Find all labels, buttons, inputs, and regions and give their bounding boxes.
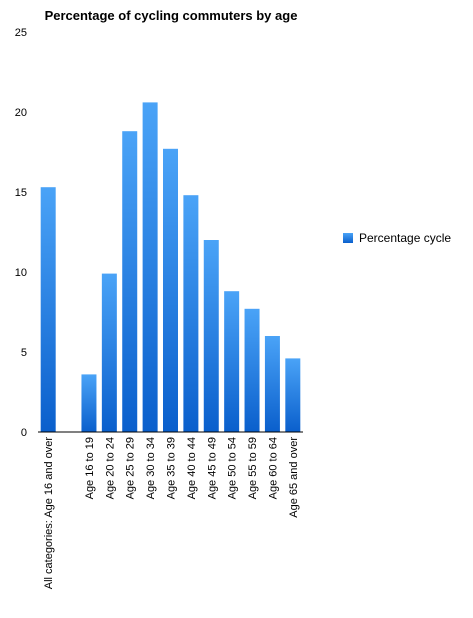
y-tick-label-0: 0 — [21, 427, 27, 439]
bar-age-35-to-39 — [163, 148, 178, 433]
y-tick-label-25: 25 — [15, 27, 27, 39]
chart-title: Percentage of cycling commuters by age — [45, 8, 298, 23]
x-tick-label-age-45-to-49: Age 45 to 49 — [206, 437, 218, 499]
bar-all-categories-age-16-and-over — [40, 187, 56, 432]
legend-swatch — [343, 233, 353, 243]
bar-age-50-to-54 — [224, 291, 240, 432]
x-tick-label-age-20-to-24: Age 20 to 24 — [104, 437, 116, 499]
bar-age-60-to-64 — [264, 336, 280, 432]
x-tick-label-age-30-to-34: Age 30 to 34 — [145, 437, 157, 499]
x-tick-label-age-16-to-19: Age 16 to 19 — [84, 437, 96, 499]
bar-age-20-to-24 — [101, 273, 117, 432]
y-tick-label-5: 5 — [21, 347, 27, 359]
bar-age-45-to-49 — [203, 240, 219, 432]
y-axis-ticks: 0 5 10 15 20 25 — [15, 27, 27, 439]
bar-age-16-to-19 — [81, 374, 97, 432]
y-tick-label-10: 10 — [15, 267, 27, 279]
bar-age-25-to-29 — [122, 131, 138, 432]
bar-age-55-to-59 — [244, 308, 260, 432]
y-tick-label-15: 15 — [15, 187, 27, 199]
x-tick-label-age-60-to-64: Age 60 to 64 — [267, 437, 279, 499]
y-tick-label-20: 20 — [15, 107, 27, 119]
bar-age-65-and-over — [285, 358, 301, 432]
legend-label-percentage-cycle: Percentage cycle — [359, 231, 451, 245]
x-tick-label-age-65-and-over: Age 65 and over — [288, 437, 300, 518]
x-tick-label-age-50-to-54: Age 50 to 54 — [227, 437, 239, 499]
legend: Percentage cycle — [343, 231, 451, 245]
x-tick-label-age-35-to-39: Age 35 to 39 — [166, 437, 178, 499]
bars — [40, 102, 301, 433]
x-tick-label-age-25-to-29: Age 25 to 29 — [125, 437, 137, 499]
x-tick-label-age-55-to-59: Age 55 to 59 — [247, 437, 259, 499]
x-axis-tick-labels: All categories: Age 16 and over Age 16 to… — [43, 437, 300, 590]
x-tick-label-all-categories-age-16-and-over: All categories: Age 16 and over — [43, 437, 55, 590]
bar-age-40-to-44 — [183, 195, 199, 432]
bar-age-30-to-34 — [142, 102, 158, 433]
x-tick-label-age-40-to-44: Age 40 to 44 — [186, 437, 198, 499]
